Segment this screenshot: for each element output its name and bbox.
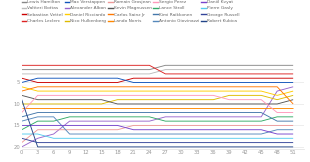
Legend: Lewis Hamilton, Valtteri Bottas, Sebastian Vettel, Charles Leclerc, Max Verstapp: Lewis Hamilton, Valtteri Bottas, Sebasti… (22, 0, 239, 23)
